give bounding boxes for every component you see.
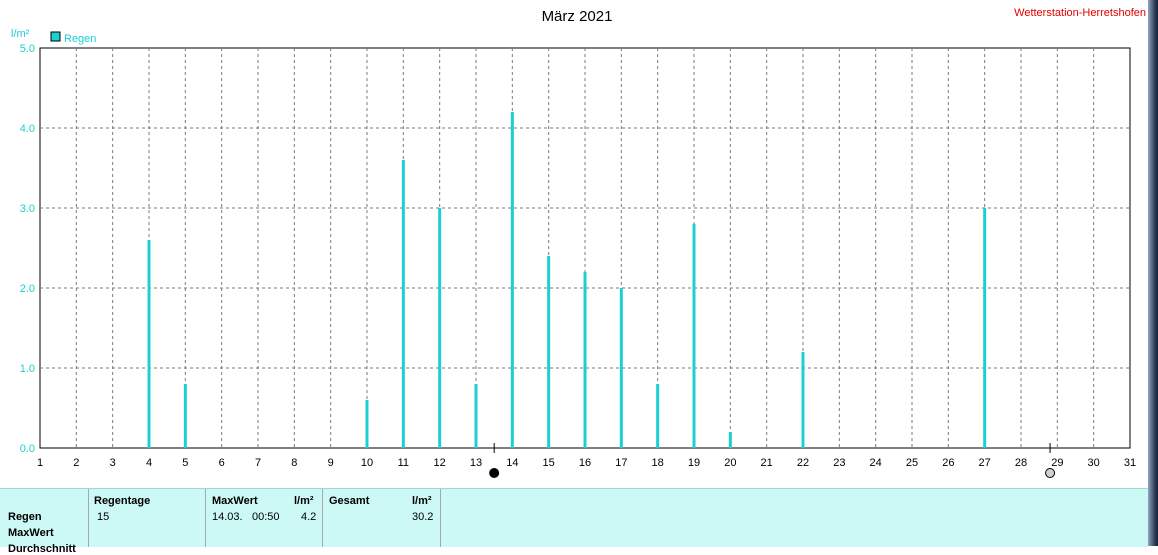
gesamt-value: 30.2 bbox=[412, 511, 434, 523]
bar-regen bbox=[801, 352, 805, 448]
x-tick-label: 8 bbox=[291, 457, 297, 469]
y-tick-label: 1.0 bbox=[20, 363, 35, 375]
x-tick-label: 17 bbox=[615, 457, 627, 469]
y-tick-label: 2.0 bbox=[20, 283, 35, 295]
maxwert-value: 4.2 bbox=[301, 511, 317, 523]
row-label-maxwert: MaxWert bbox=[8, 527, 54, 539]
x-tick-label: 29 bbox=[1051, 457, 1063, 469]
y-tick-label: 0.0 bbox=[20, 443, 35, 455]
x-tick-label: 12 bbox=[434, 457, 446, 469]
x-tick-label: 24 bbox=[870, 457, 882, 469]
window-edge bbox=[1148, 0, 1158, 546]
stats-row-labels: Regen MaxWert Durchschnitt bbox=[0, 489, 89, 555]
x-tick-label: 20 bbox=[724, 457, 736, 469]
bar-regen bbox=[474, 384, 478, 448]
x-tick-label: 18 bbox=[652, 457, 664, 469]
x-tick-label: 26 bbox=[942, 457, 954, 469]
regentage-value: 15 bbox=[97, 511, 110, 523]
station-name: Wetterstation-Herretshofen bbox=[1014, 7, 1146, 19]
bar-regen bbox=[510, 112, 514, 448]
x-tick-label: 27 bbox=[979, 457, 991, 469]
maxwert-unit: l/m² bbox=[294, 495, 314, 507]
x-tick-label: 2 bbox=[73, 457, 79, 469]
bar-regen bbox=[619, 288, 623, 448]
stats-maxwert: MaxWert l/m² 14.03. 00:50 4.2 bbox=[206, 489, 323, 547]
legend-swatch bbox=[50, 31, 61, 42]
bar-regen bbox=[401, 160, 405, 448]
maxwert-header: MaxWert bbox=[212, 495, 258, 507]
x-tick-label: 16 bbox=[579, 457, 591, 469]
y-tick-label: 4.0 bbox=[20, 123, 35, 135]
x-tick-label: 7 bbox=[255, 457, 261, 469]
bar-regen bbox=[438, 208, 442, 448]
bar-regen bbox=[656, 384, 660, 448]
row-label-regen: Regen bbox=[8, 511, 42, 523]
new-moon-icon bbox=[489, 468, 500, 478]
bar-regen bbox=[547, 256, 551, 448]
x-tick-label: 22 bbox=[797, 457, 809, 469]
x-tick-label: 11 bbox=[398, 457, 409, 469]
legend-label: Regen bbox=[64, 33, 96, 45]
x-tick-label: 19 bbox=[688, 457, 700, 469]
gesamt-unit: l/m² bbox=[412, 495, 432, 507]
x-tick-label: 1 bbox=[37, 457, 43, 469]
x-tick-label: 14 bbox=[506, 457, 518, 469]
x-tick-label: 31 bbox=[1124, 457, 1136, 469]
x-tick-label: 5 bbox=[182, 457, 188, 469]
stats-regentage: Regentage 15 bbox=[89, 489, 206, 547]
y-tick-label: 3.0 bbox=[20, 203, 35, 215]
x-tick-label: 6 bbox=[219, 457, 225, 469]
stats-panel: Regen MaxWert Durchschnitt Regentage 15 … bbox=[0, 488, 1148, 555]
y-tick-label: 5.0 bbox=[20, 43, 35, 55]
full-moon-icon bbox=[1045, 468, 1056, 478]
grid bbox=[40, 48, 1130, 448]
maxwert-time: 00:50 bbox=[252, 511, 280, 523]
bar-regen bbox=[147, 240, 151, 448]
x-tick-label: 28 bbox=[1015, 457, 1027, 469]
moon-phases bbox=[489, 443, 1056, 478]
x-tick-label: 25 bbox=[906, 457, 918, 469]
rain-chart: März 2021 Wetterstation-Herretshofen l/m… bbox=[11, 7, 1146, 478]
x-tick-label: 10 bbox=[361, 457, 373, 469]
x-tick-label: 13 bbox=[470, 457, 482, 469]
bar-regen bbox=[365, 400, 369, 448]
x-tick-label: 23 bbox=[833, 457, 845, 469]
y-axis-unit: l/m² bbox=[11, 28, 30, 40]
chart-title: März 2021 bbox=[542, 8, 613, 25]
row-label-durchschnitt: Durchschnitt bbox=[8, 543, 76, 555]
x-tick-label: 9 bbox=[328, 457, 334, 469]
regentage-header: Regentage bbox=[94, 495, 151, 507]
x-tick-label: 4 bbox=[146, 457, 152, 469]
bar-regen bbox=[183, 384, 187, 448]
gesamt-header: Gesamt bbox=[329, 495, 370, 507]
x-tick-label: 21 bbox=[761, 457, 773, 469]
maxwert-date: 14.03. bbox=[212, 511, 243, 523]
axes: 1 2 3 4 5 6 7 8 9 10 11 12 13 14 15 16 17 18 19 20 21 22 23 24 2… bbox=[20, 43, 1136, 469]
x-tick-label: 3 bbox=[110, 457, 116, 469]
bar-regen bbox=[983, 208, 987, 448]
x-tick-label: 15 bbox=[543, 457, 555, 469]
x-tick-label: 30 bbox=[1088, 457, 1100, 469]
stats-gesamt: Gesamt l/m² 30.2 bbox=[323, 489, 441, 547]
bar-regen bbox=[583, 272, 587, 448]
bar-regen bbox=[728, 432, 732, 448]
bar-regen bbox=[692, 224, 696, 448]
bars bbox=[147, 112, 987, 448]
